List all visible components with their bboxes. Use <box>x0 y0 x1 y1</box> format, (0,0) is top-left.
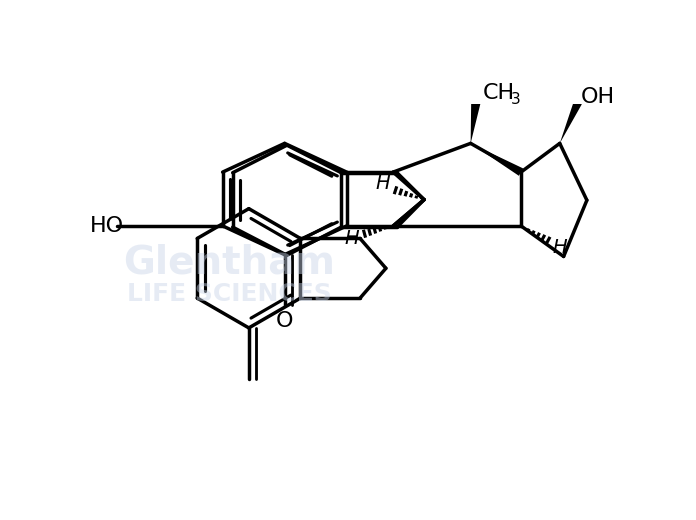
Text: H: H <box>376 174 390 193</box>
Text: HO: HO <box>90 216 124 236</box>
Text: H: H <box>553 238 567 257</box>
Text: OH: OH <box>580 87 615 107</box>
Text: 3: 3 <box>510 92 520 107</box>
Text: CH: CH <box>483 83 515 103</box>
Text: LIFE SCIENCES: LIFE SCIENCES <box>127 282 331 306</box>
Polygon shape <box>470 98 482 144</box>
Polygon shape <box>560 101 582 144</box>
Text: Glentham: Glentham <box>123 243 335 282</box>
Polygon shape <box>470 144 523 176</box>
Text: O: O <box>276 310 294 331</box>
Text: H: H <box>345 229 360 248</box>
